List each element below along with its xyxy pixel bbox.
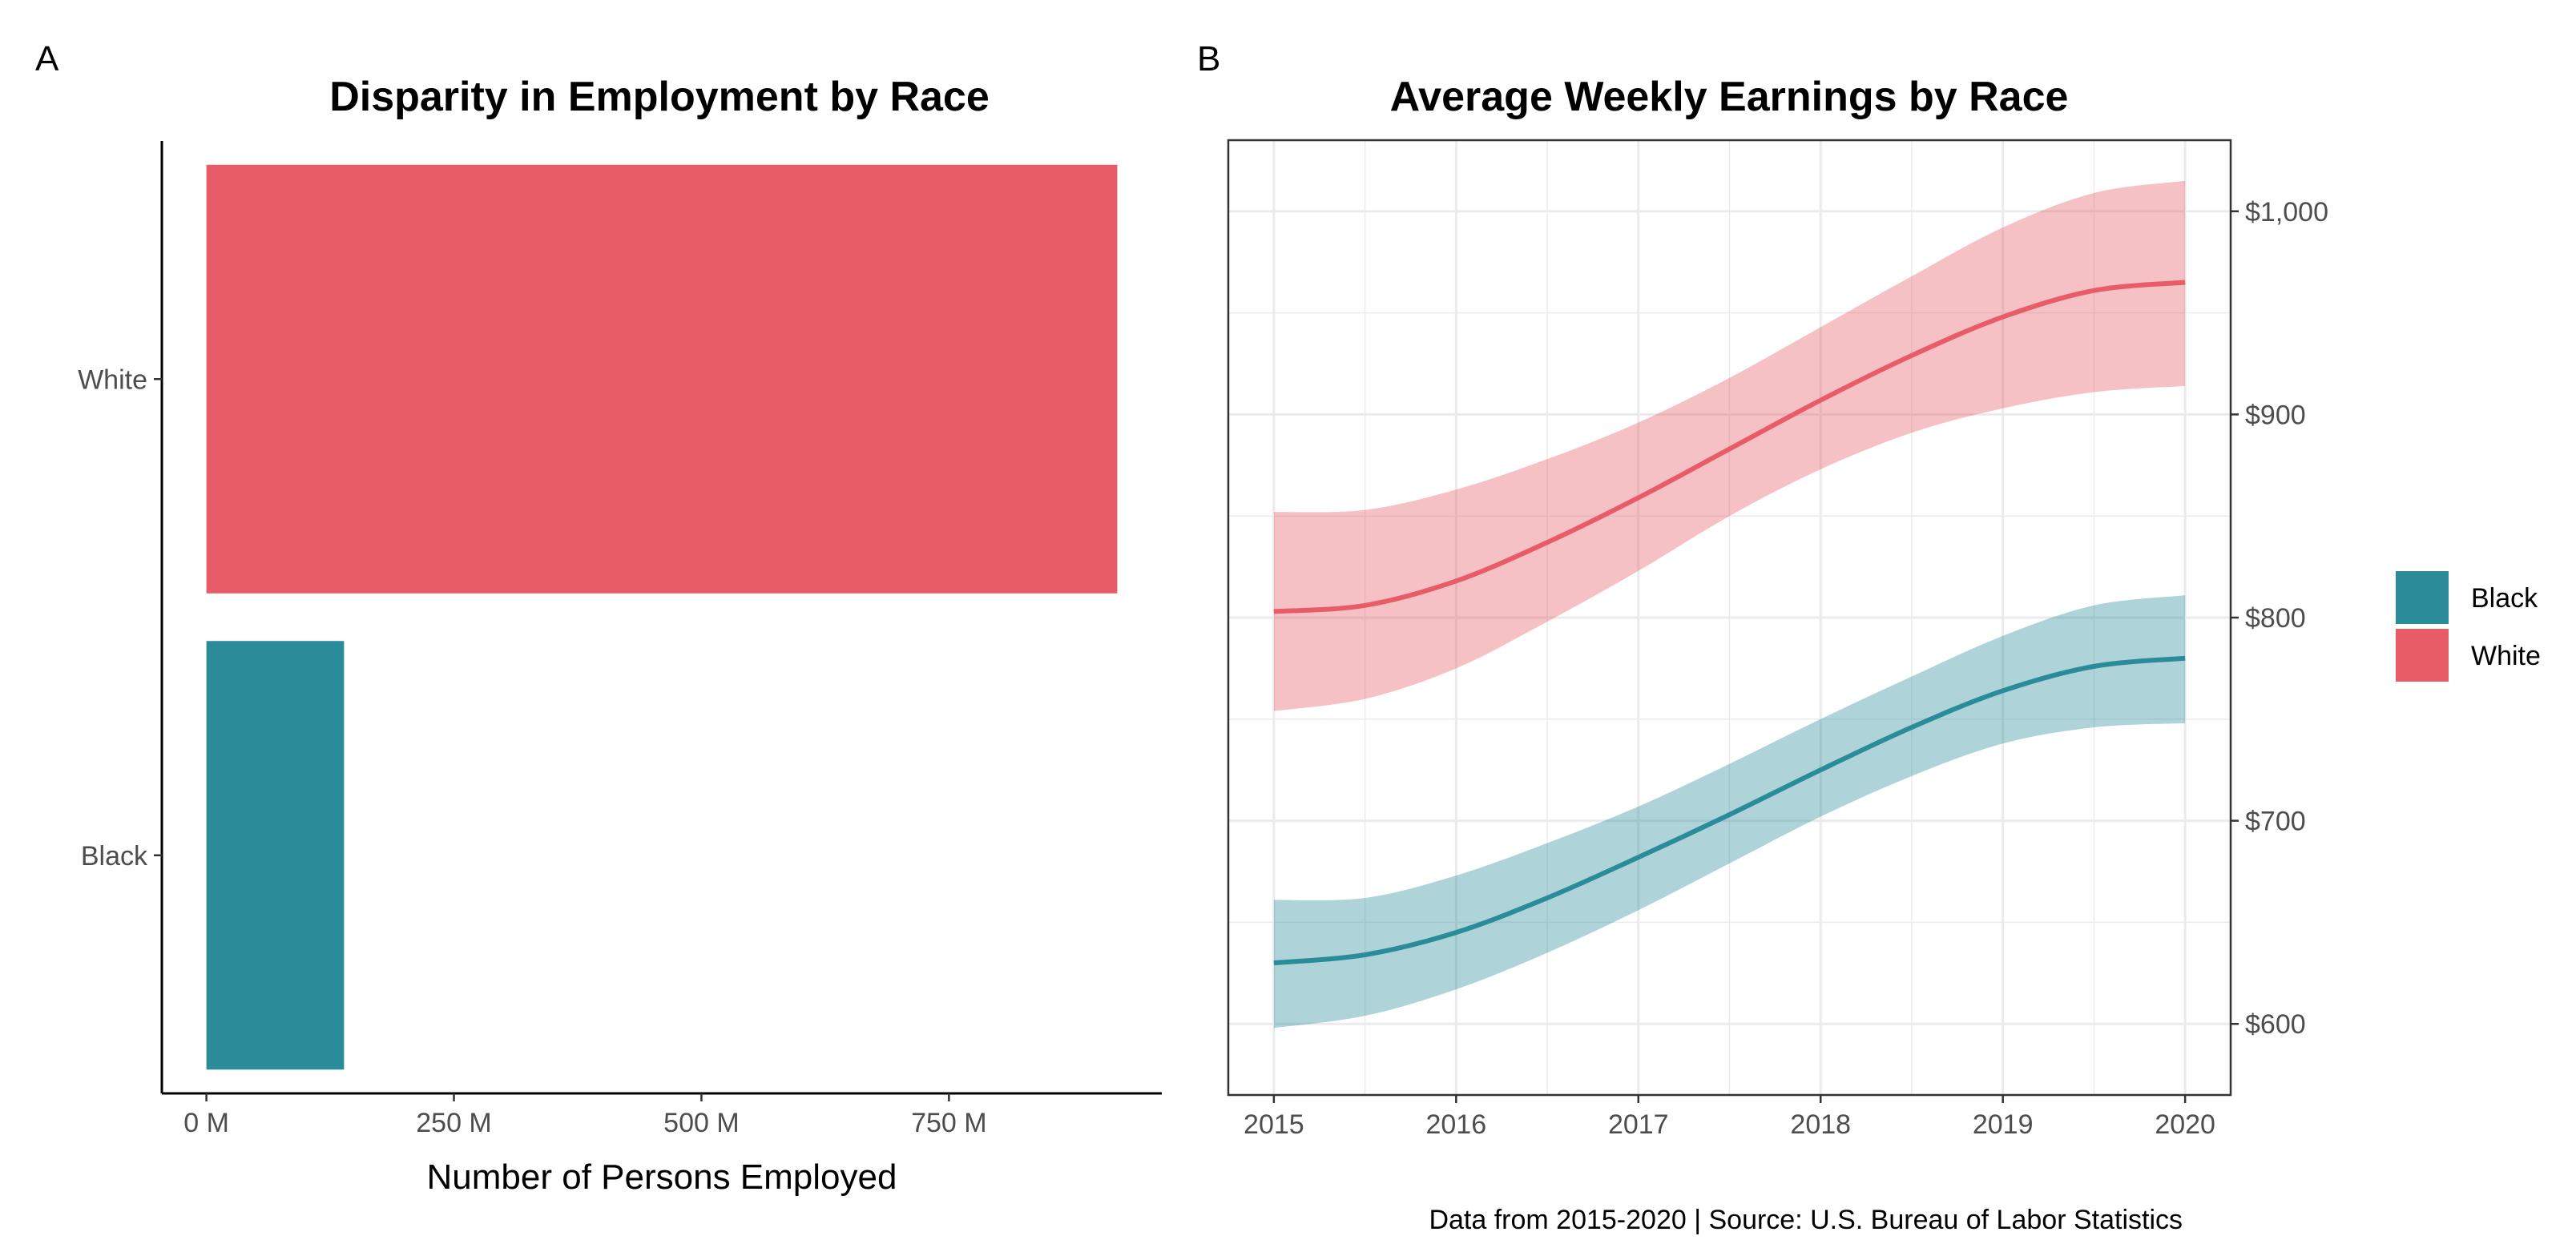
x-tick-label-2: 2017 (1608, 1109, 1669, 1140)
panel-a-y-ticks: Black White (78, 364, 162, 872)
panel-b-x-ticks: 2015 2016 2017 2018 2019 2020 (1244, 1095, 2215, 1140)
panel-b-grid (1228, 140, 2231, 1095)
line-black (1273, 655, 2186, 966)
legend-key-black (2396, 571, 2449, 624)
panel-b-y-ticks: $600 $700 $800 $900 $1,000 (2231, 197, 2328, 1040)
bar-black (206, 641, 345, 1070)
x-tick-label-0: 2015 (1244, 1109, 1304, 1140)
legend-label-black: Black (2471, 583, 2538, 614)
ribbon-white (1273, 180, 2186, 711)
y-tick-label-4: $1,000 (2245, 197, 2328, 227)
y-tick-label-2: $800 (2245, 603, 2306, 634)
panel-b-lines (1273, 280, 2186, 966)
panel-a-x-axis-title: Number of Persons Employed (427, 1157, 897, 1197)
panel-a-title: Disparity in Employment by Race (329, 74, 990, 120)
x-tick-label-5: 2020 (2155, 1109, 2215, 1140)
panel-b-caption: Data from 2015-2020 | Source: U.S. Burea… (1429, 1205, 2183, 1235)
panel-a-x-ticks: 0 M 250 M 500 M 750 M (183, 1093, 987, 1138)
x-tick-label-4: 2019 (1973, 1109, 2034, 1140)
line-white (1273, 280, 2186, 614)
y-tick-label-black: Black (81, 841, 148, 872)
panel-b-ribbons (1273, 180, 2186, 1029)
x-tick-label-1: 2016 (1425, 1109, 1486, 1140)
legend-key-white (2396, 629, 2449, 682)
panel-a: A Disparity in Employment by Race Black W… (35, 39, 1162, 1197)
x-tick-label-3: 2018 (1790, 1109, 1851, 1140)
y-tick-label-1: $700 (2245, 807, 2306, 837)
legend-label-white: White (2471, 641, 2541, 671)
panel-a-tag: A (35, 39, 59, 78)
y-tick-label-3: $900 (2245, 400, 2306, 430)
ribbon-black (1273, 595, 2186, 1029)
panel-b: B Average Weekly Earnings by Race 2015 20… (1197, 39, 2541, 1235)
x-tick-label-1: 250 M (416, 1108, 492, 1138)
panel-a-bars (206, 164, 1118, 1070)
panel-b-legend: Black White (2396, 571, 2541, 682)
panel-b-tag: B (1197, 39, 1220, 78)
y-tick-label-0: $600 (2245, 1009, 2306, 1040)
panel-b-title: Average Weekly Earnings by Race (1390, 74, 2069, 120)
x-tick-label-3: 750 M (911, 1108, 987, 1138)
x-tick-label-0: 0 M (183, 1108, 229, 1138)
bar-white (206, 164, 1118, 594)
x-tick-label-2: 500 M (663, 1108, 740, 1138)
y-tick-label-white: White (78, 364, 147, 395)
